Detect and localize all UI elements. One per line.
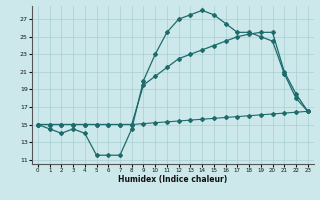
X-axis label: Humidex (Indice chaleur): Humidex (Indice chaleur) <box>118 175 228 184</box>
